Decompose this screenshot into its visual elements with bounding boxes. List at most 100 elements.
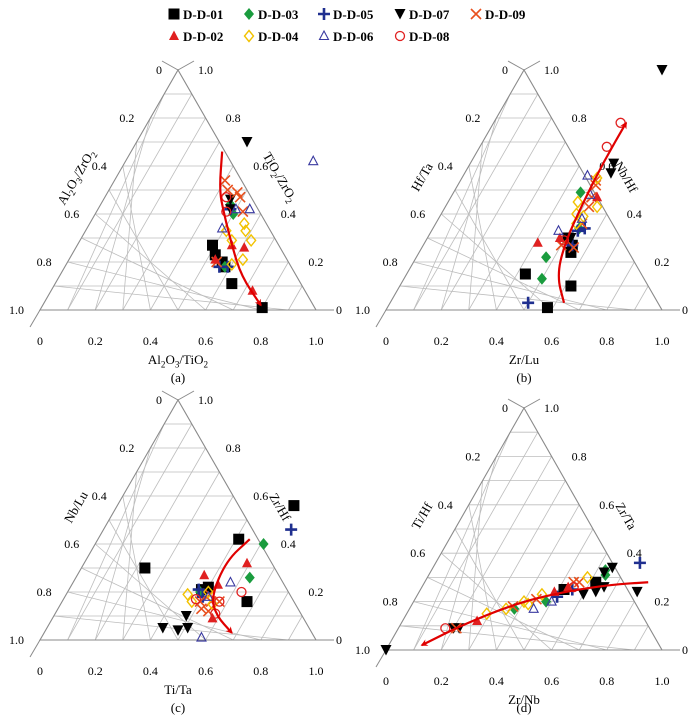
right-axis-title: Zr/Ta: [612, 500, 639, 533]
right-tick-label: 0.4: [627, 207, 642, 221]
grid-line: [440, 552, 552, 651]
data-point-d-d-05: [192, 583, 205, 596]
corner-ticks: [375, 60, 680, 328]
bottom-tick-label: 0.2: [434, 334, 449, 348]
data-point-d-d-06: [582, 169, 593, 180]
grid-line: [260, 591, 289, 641]
data-point-d-d-08: [214, 596, 225, 607]
data-point-d-d-04: [536, 587, 548, 601]
grid-line: [81, 237, 234, 311]
data-point-d-d-06: [244, 203, 256, 214]
data-point-d-d-07: [656, 65, 668, 76]
corner-tick: [375, 649, 387, 668]
data-point-d-d-08: [236, 586, 247, 598]
bottom-tick-label: 0.8: [253, 664, 268, 678]
data-point-d-d-04: [240, 224, 252, 238]
bottom-tick-label: 1.0: [309, 664, 324, 678]
bottom-axis-title: Zr/Nb: [508, 692, 540, 707]
left-tick-label: 0.6: [64, 207, 79, 221]
triangle-frame: [385, 406, 663, 651]
bottom-tick-label: 0.6: [198, 664, 213, 678]
data-point-d-d-07: [380, 645, 392, 656]
legend-label: D-D-05: [333, 7, 374, 22]
corner-ticks: [375, 398, 680, 668]
data-point-d-d-04: [186, 594, 198, 609]
data-point-d-d-09: [583, 201, 595, 213]
data-point-d-d-06: [225, 576, 236, 587]
left-axis-title: Nb/Lu: [61, 488, 91, 525]
corner-ticks: [29, 390, 334, 658]
data-point-d-d-01: [565, 246, 577, 258]
data-point-d-d-06: [528, 602, 540, 613]
left-tick-label: 0.4: [438, 159, 453, 173]
left-tick-label: 0: [502, 63, 508, 77]
left-tick-label: 0.8: [383, 255, 398, 269]
grid-line: [232, 567, 275, 641]
right-axis-title: TiO2​/ZrO2​: [258, 149, 301, 206]
data-point-d-d-02: [199, 569, 210, 580]
data-point-d-d-02: [563, 581, 574, 592]
data-point-d-d-02: [242, 557, 252, 568]
grid-line: [454, 189, 525, 311]
data-point-d-d-02: [532, 237, 543, 247]
data-point-d-d-09: [568, 242, 580, 254]
legend-marker: [470, 8, 482, 20]
left-tick-label: 0.2: [465, 449, 480, 463]
data-point-d-d-05: [221, 260, 234, 273]
bottom-tick-label: 1.0: [655, 674, 670, 688]
legend-item-d-d-03: D-D-03: [244, 7, 299, 22]
panel-caption: (b): [516, 370, 531, 385]
corner-tick: [177, 390, 195, 401]
data-point-d-d-04: [202, 585, 214, 599]
data-point-d-d-01: [288, 500, 300, 512]
data-point-d-d-09: [237, 206, 249, 218]
right-tick-label: 0.8: [572, 111, 587, 125]
left-tick-label: 1.0: [9, 633, 24, 647]
right-tick-label: 0.6: [599, 498, 614, 512]
grid-line: [606, 261, 635, 311]
legend-label: D-D-06: [333, 29, 374, 44]
grid-line: [399, 625, 635, 651]
panel-c: 0 0.2 0.4 0.6 0.8 1.0 0 0.2 0.4 0.6 0.8 1.0 1.0 0.8 0.…: [9, 390, 342, 715]
data-point-d-d-07: [241, 137, 253, 148]
bottom-tick-label: 0.4: [489, 674, 504, 688]
bottom-tick-label: 0.4: [489, 334, 504, 348]
right-tick-label: 1.0: [544, 401, 559, 415]
bottom-tick-label: 1.0: [655, 334, 670, 348]
legend: D-D-01 D-D-03 D-D-05 D-D-07 D-D-09 D-D-02 D-D-…: [168, 7, 526, 44]
triangle-frame: [39, 398, 317, 641]
bottom-tick-label: 0.2: [88, 664, 103, 678]
data-point-d-d-03: [244, 571, 255, 584]
data-point-d-d-04: [582, 570, 593, 585]
left-tick-label: 0: [502, 401, 508, 415]
grid-line: [399, 285, 635, 311]
grid-line: [523, 189, 594, 311]
legend-item-d-d-07: D-D-07: [394, 7, 450, 22]
data-point-d-d-02: [554, 232, 565, 242]
grid: [399, 93, 649, 311]
data-point-d-d-03: [575, 186, 586, 199]
panel-a: 0 0.2 0.4 0.6 0.8 1.0 0 0.2 0.4 0.6 0.8 1.0 1.0 0.8 0.…: [9, 60, 342, 385]
left-tick-label: 0.2: [119, 441, 134, 455]
left-tick-label: 0: [156, 393, 162, 407]
grid-line: [468, 141, 566, 311]
corner-tick: [523, 60, 541, 71]
left-tick-label: 0.6: [410, 546, 425, 560]
bottom-tick-label: 0.8: [599, 334, 614, 348]
grid: [399, 431, 649, 651]
grid-line: [427, 237, 580, 311]
legend-item-d-d-06: D-D-06: [318, 29, 374, 44]
bottom-tick-label: 0.4: [143, 334, 158, 348]
legend-item-d-d-02: D-D-02: [169, 29, 223, 44]
legend-label: D-D-08: [409, 29, 450, 44]
data-point-d-d-07: [606, 562, 618, 574]
data-point-d-d-07: [631, 586, 643, 598]
left-tick-label: 0.6: [64, 537, 79, 551]
left-tick-label: 0.2: [119, 111, 134, 125]
right-tick-label: 0.8: [572, 449, 587, 463]
data-point-d-d-06: [202, 590, 214, 601]
data-point-d-d-01: [541, 302, 553, 314]
data-point-d-d-07: [172, 625, 184, 636]
panel-b: 0 0.2 0.4 0.6 0.8 1.0 0 0.2 0.4 0.6 0.8 1.0 1.0 0.8 0.…: [355, 60, 688, 385]
data-point-d-d-01: [226, 278, 238, 290]
